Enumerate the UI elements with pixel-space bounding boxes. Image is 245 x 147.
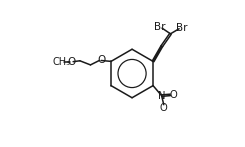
Text: N: N: [158, 91, 165, 101]
Text: Br: Br: [176, 23, 187, 33]
Text: O: O: [160, 103, 168, 113]
Text: Br: Br: [155, 22, 166, 32]
Text: O: O: [169, 90, 177, 100]
Text: O: O: [67, 57, 75, 67]
Text: O: O: [97, 55, 105, 66]
Text: CH₃: CH₃: [52, 57, 70, 67]
